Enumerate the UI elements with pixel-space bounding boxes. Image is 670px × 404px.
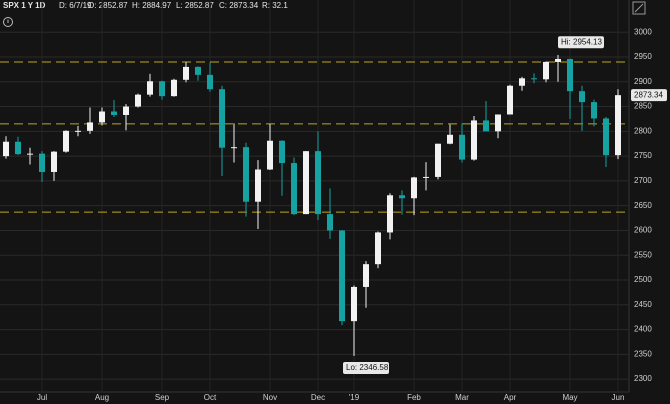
y-tick-label: 2350 — [634, 349, 652, 358]
y-tick-label: 2950 — [634, 52, 652, 61]
y-tick-label: 2650 — [634, 201, 652, 210]
candle-body — [387, 195, 393, 233]
y-tick-label: 2300 — [634, 374, 652, 383]
y-tick-label: 2900 — [634, 77, 652, 86]
x-tick-label: Dec — [311, 393, 325, 402]
candle-body — [279, 140, 285, 164]
candle-body — [219, 89, 225, 148]
candle-body — [447, 134, 453, 144]
draw-icon[interactable] — [632, 1, 646, 15]
candle-body — [255, 169, 261, 202]
candle-body — [567, 58, 573, 92]
high-label: Hi: 2954.13 — [561, 37, 602, 46]
candle-body — [195, 66, 201, 75]
candle-body — [483, 120, 489, 132]
candle-body — [63, 130, 69, 152]
candle-body — [423, 176, 429, 178]
candle-body — [315, 151, 321, 215]
info-icon[interactable] — [3, 17, 13, 27]
candle-body — [543, 61, 549, 80]
x-tick-label: Feb — [407, 393, 421, 402]
y-tick-label: 2450 — [634, 300, 652, 309]
candle-body — [339, 230, 345, 322]
candle-body — [39, 153, 45, 172]
low-label: Lo: 2346.58 — [346, 363, 389, 372]
range: R: 32.1 — [262, 1, 288, 10]
candle-body — [87, 122, 93, 131]
y-tick-label: 2850 — [634, 102, 652, 111]
candle-body — [411, 177, 417, 199]
low: L: 2852.87 — [176, 1, 214, 10]
candle-body — [15, 141, 21, 155]
candle-body — [471, 120, 477, 160]
candle-body — [231, 147, 237, 149]
symbol: SPX 1 Y 1D — [3, 1, 46, 10]
candle-body — [579, 91, 585, 103]
x-tick-label: Sep — [155, 393, 170, 402]
x-tick-label: Nov — [263, 393, 277, 402]
candle-body — [615, 95, 621, 156]
open: O: 2852.87 — [88, 1, 128, 10]
candle-body — [555, 58, 561, 62]
candle-body — [435, 143, 441, 177]
header: SPX 1 Y 1D D: 6/7/19 O: 2852.87 H: 2884.… — [3, 1, 288, 10]
candle-body — [291, 163, 297, 215]
y-tick-label: 2700 — [634, 176, 652, 185]
candle-body — [399, 195, 405, 199]
x-tick-label: Mar — [455, 393, 469, 402]
last-price-label-box — [631, 89, 667, 102]
candle-body — [147, 81, 153, 95]
x-tick-label: Jun — [612, 393, 625, 402]
x-tick-label: Aug — [95, 393, 109, 402]
candle-body — [327, 214, 333, 231]
candle-body — [459, 134, 465, 160]
x-tick-label: Oct — [204, 393, 217, 402]
candle-body — [123, 106, 129, 115]
candle-body — [603, 118, 609, 156]
high-label-box — [558, 36, 604, 49]
y-tick-label: 2800 — [634, 126, 652, 135]
y-tick-label: 2500 — [634, 275, 652, 284]
candle-body — [243, 147, 249, 202]
candle-body — [135, 94, 141, 107]
x-tick-label: Apr — [504, 393, 517, 402]
y-tick-label: 2600 — [634, 226, 652, 235]
candle-body — [207, 74, 213, 90]
y-tick-label: 2400 — [634, 325, 652, 334]
close: C: 2873.34 — [219, 1, 259, 10]
y-tick-label: 2550 — [634, 250, 652, 259]
candle-body — [375, 232, 381, 265]
candle-body — [3, 141, 9, 157]
y-tick-label: 3000 — [634, 27, 652, 36]
y-tick-label: 2750 — [634, 151, 652, 160]
candle-body — [159, 81, 165, 97]
candle-body — [351, 286, 357, 322]
candle-body — [183, 66, 189, 80]
x-tick-label: Jul — [37, 393, 47, 402]
x-tick-label: May — [562, 393, 577, 402]
candle-body — [75, 130, 81, 132]
low-label-box — [343, 362, 389, 374]
date: D: 6/7/19 — [59, 1, 92, 10]
candle-body — [495, 114, 501, 132]
last-price-label: 2873.34 — [634, 90, 663, 99]
candle-body — [267, 140, 273, 170]
candle-body — [51, 151, 57, 172]
high: H: 2884.97 — [132, 1, 172, 10]
candle-body — [531, 78, 537, 80]
candle-body — [303, 151, 309, 215]
candle-body — [507, 85, 513, 115]
draw-icon-mark — [634, 3, 644, 13]
x-tick-label: '19 — [349, 393, 360, 402]
candle-body — [591, 102, 597, 119]
candle-body — [27, 153, 33, 155]
candle-body — [111, 111, 117, 115]
candle-body — [171, 79, 177, 97]
candle-body — [363, 264, 369, 287]
candle-body — [99, 111, 105, 123]
candle-body — [519, 78, 525, 86]
